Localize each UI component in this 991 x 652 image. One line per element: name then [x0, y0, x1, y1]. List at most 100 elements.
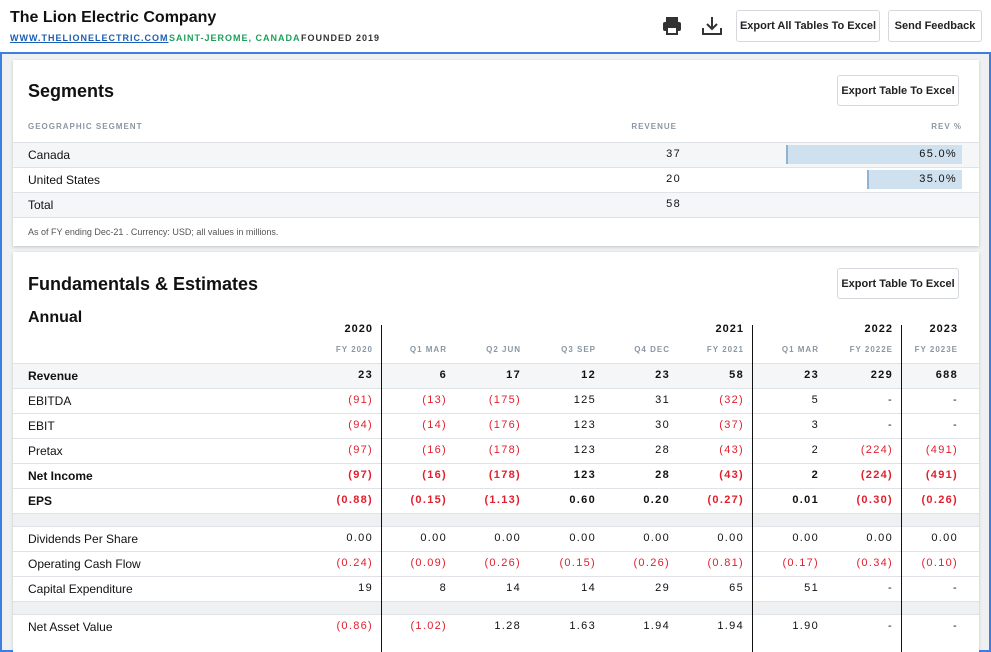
share-bar: [867, 170, 962, 189]
cell-value: (91): [348, 394, 373, 406]
revenue: 20: [666, 173, 681, 185]
cell-value: 0.00: [866, 532, 893, 544]
table-row: [13, 413, 979, 438]
cell-value: (1.13): [484, 494, 521, 506]
print-icon[interactable]: [661, 15, 683, 37]
row-label: Net Asset Value: [28, 620, 113, 634]
page: The Lion Electric Company WWW.THELIONELE…: [0, 9, 991, 652]
cell-value: (491): [925, 444, 958, 456]
cell-value: (0.34): [856, 557, 893, 569]
cell-value: 1.94: [717, 620, 744, 632]
cell-value: (0.15): [410, 494, 447, 506]
cell-value: 0.00: [931, 532, 958, 544]
cell-value: 1.90: [792, 620, 819, 632]
cell-value: -: [953, 620, 958, 632]
cell-value: -: [888, 620, 893, 632]
cell-value: 123: [573, 419, 596, 431]
cell-value: (0.09): [410, 557, 447, 569]
cell-value: 0.00: [494, 532, 521, 544]
download-icon[interactable]: [701, 15, 723, 37]
cell-value: (94): [348, 419, 373, 431]
founded: FOUNDED 2019: [301, 33, 381, 43]
cell-value: -: [953, 419, 958, 431]
row-label: Net Income: [28, 469, 93, 483]
revenue: 58: [666, 198, 681, 210]
cell-value: 28: [655, 469, 670, 481]
card-title: Segments: [28, 81, 115, 101]
table-row: [13, 614, 979, 639]
year-separator: [752, 325, 753, 652]
share-bar: [785, 145, 962, 164]
table-row: [13, 488, 979, 513]
card-title: Fundamentals & Estimates: [28, 274, 259, 294]
period-label: Q1 MAR: [781, 345, 819, 354]
group-gap: [13, 601, 979, 614]
cell-value: 31: [655, 394, 670, 406]
table-row: [13, 463, 979, 488]
export-button[interactable]: Export Table To Excel: [837, 268, 959, 299]
period-label: FY 2023E: [914, 345, 958, 354]
cell-value: 0.00: [792, 532, 819, 544]
period-label: Q3 SEP: [561, 345, 596, 354]
group-gap: [13, 513, 979, 526]
cell-value: (14): [422, 419, 447, 431]
cell-value: -: [953, 582, 958, 594]
share-label: 65.0%: [919, 148, 957, 160]
location: SAINT-JEROME, CANADA: [169, 33, 301, 43]
cell-value: (97): [348, 469, 373, 481]
segments-card: Segments Export Table To Excel GEOGRAPHI…: [13, 60, 979, 246]
export-button[interactable]: Export Table To Excel: [837, 75, 959, 106]
period-label: Q4 DEC: [634, 345, 670, 354]
cell-value: -: [953, 394, 958, 406]
cell-value: 0.00: [420, 532, 447, 544]
cell-value: -: [888, 582, 893, 594]
revenue: 37: [666, 148, 681, 160]
period-label: FY 2020: [335, 345, 373, 354]
row-label: Operating Cash Flow: [28, 557, 141, 571]
cell-value: (178): [488, 444, 521, 456]
cell-value: 14: [581, 582, 596, 594]
cell-value: (1.02): [410, 620, 447, 632]
feedback-button[interactable]: Send Feedback: [888, 10, 982, 42]
cell-value: (0.88): [336, 494, 373, 506]
cell-value: (491): [925, 469, 958, 481]
cell-value: 6: [439, 369, 447, 381]
cell-value: (0.26): [633, 557, 670, 569]
column-header: GEOGRAPHIC SEGMENT: [28, 122, 143, 131]
row-label: Capital Expenditure: [28, 582, 133, 596]
table-row: [13, 388, 979, 413]
cell-value: 23: [804, 369, 819, 381]
cell-value: 3: [811, 419, 819, 431]
cell-value: 5: [811, 394, 819, 406]
cell-value: 0.00: [569, 532, 596, 544]
cell-value: 125: [573, 394, 596, 406]
cell-value: -: [888, 419, 893, 431]
row-label: Pretax: [28, 444, 63, 458]
column-header: REVENUE: [631, 122, 677, 131]
cell-value: (37): [719, 419, 744, 431]
year-separator: [381, 325, 382, 652]
year-separator: [901, 325, 902, 652]
website-link[interactable]: WWW.THELIONELECTRIC.COM: [10, 33, 169, 43]
table-row: [13, 192, 979, 217]
row-label: EBITDA: [28, 394, 72, 408]
cell-value: 123: [573, 444, 596, 456]
row-label: Dividends Per Share: [28, 532, 139, 546]
cell-value: (0.24): [336, 557, 373, 569]
cell-value: (178): [488, 469, 521, 481]
cell-value: 2: [811, 444, 819, 456]
row-label: United States: [28, 173, 101, 187]
cell-value: 58: [729, 369, 744, 381]
row-label: EPS: [28, 494, 53, 508]
table-bottom: [13, 217, 979, 218]
cell-value: (0.26): [484, 557, 521, 569]
row-label: Canada: [28, 148, 71, 162]
cell-value: (224): [860, 469, 893, 481]
table-row: [13, 167, 979, 192]
cell-value: 1.28: [494, 620, 521, 632]
cell-value: (0.10): [921, 557, 958, 569]
export-all-button[interactable]: Export All Tables To Excel: [736, 10, 880, 42]
cell-value: 2: [811, 469, 819, 481]
row-label: Revenue: [28, 369, 79, 383]
subtitle: Annual: [28, 309, 83, 326]
